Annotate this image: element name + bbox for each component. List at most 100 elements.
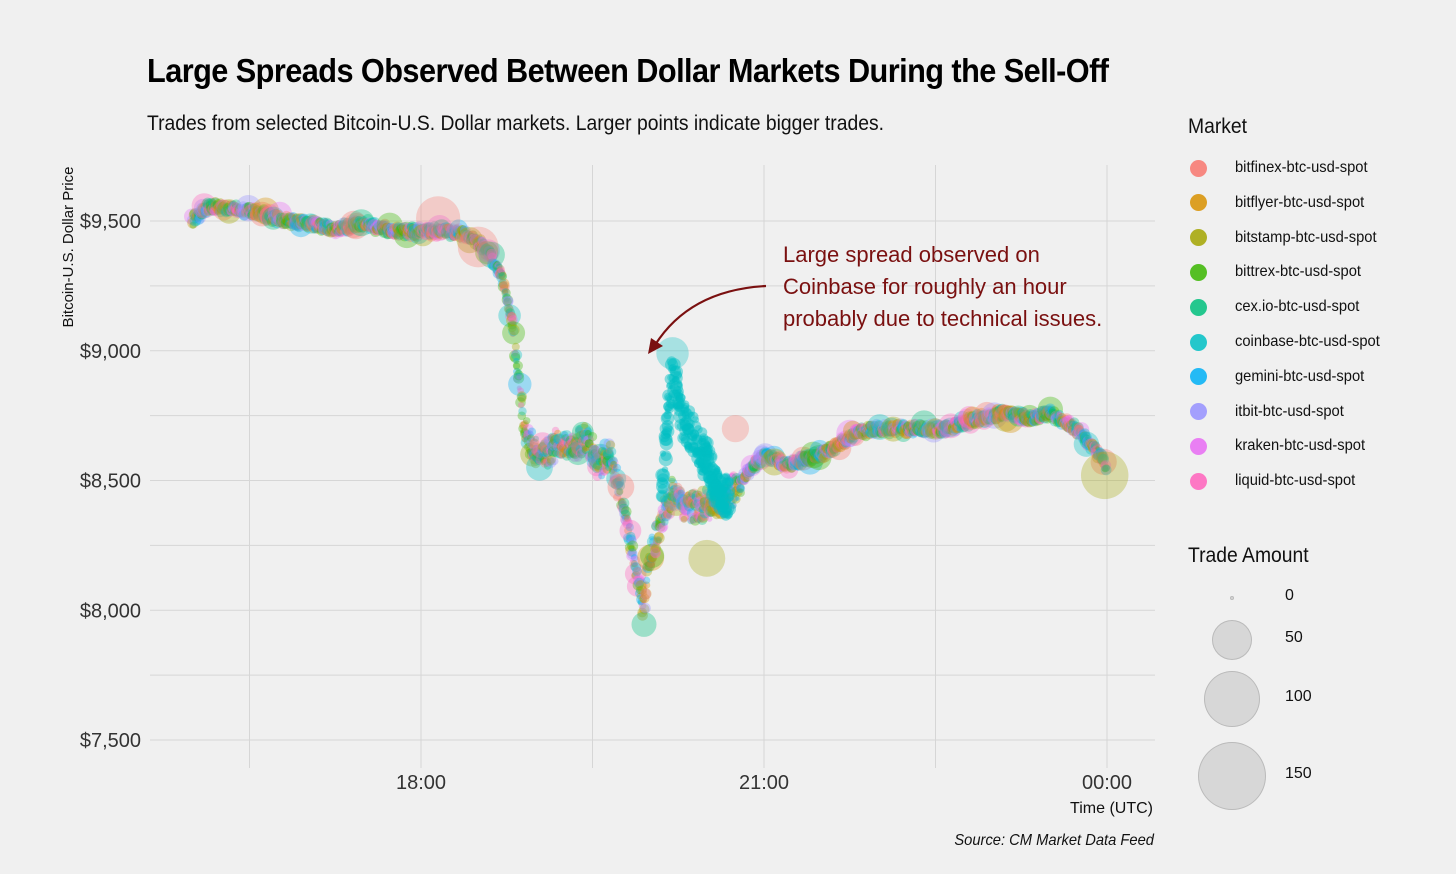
trade-point <box>540 457 548 466</box>
trade-point <box>531 452 541 462</box>
trade-point <box>284 213 295 223</box>
trade-point <box>420 229 432 241</box>
trade-point <box>601 462 609 469</box>
trade-point <box>329 225 339 234</box>
trade-point <box>677 493 688 504</box>
trade-point <box>626 522 632 529</box>
trade-point <box>352 219 362 228</box>
trade-point <box>517 387 525 395</box>
trade-point <box>431 230 443 242</box>
trade-point <box>409 230 421 242</box>
trade-point <box>640 588 652 600</box>
trade-point <box>378 223 390 234</box>
trade-point <box>411 230 419 239</box>
trade-point <box>339 222 346 229</box>
trade-point <box>296 216 308 228</box>
trade-point <box>702 484 714 496</box>
trade-point <box>359 218 367 225</box>
trade-point <box>228 201 236 209</box>
market-legend-title: Market <box>1188 115 1248 138</box>
trade-point <box>520 437 532 449</box>
trade-point <box>483 251 491 259</box>
trade-point <box>425 222 436 232</box>
trade-point <box>614 476 625 487</box>
trade-point <box>335 220 344 230</box>
trade-point <box>367 221 376 230</box>
trade-point <box>226 202 238 214</box>
chart-title: Large Spreads Observed Between Dollar Ma… <box>147 52 1109 89</box>
trade-point <box>205 203 216 214</box>
trade-point <box>546 454 557 464</box>
trade-point <box>598 446 607 456</box>
trade-point <box>663 493 675 505</box>
trade-point <box>275 217 284 225</box>
trade-point <box>316 221 323 228</box>
trade-point <box>620 509 631 520</box>
trade-point <box>605 440 616 450</box>
trade-point <box>736 484 746 494</box>
trade-point <box>590 453 601 463</box>
trade-point <box>513 372 525 384</box>
trade-point <box>676 489 682 495</box>
trade-point <box>311 216 323 228</box>
trade-point <box>502 321 526 345</box>
trade-point <box>693 513 703 523</box>
trade-point <box>227 200 235 208</box>
trade-point <box>559 436 570 448</box>
trade-point <box>402 225 409 233</box>
trade-point <box>304 220 311 226</box>
trade-point <box>544 435 555 447</box>
x-tick-label: 00:00 <box>1082 772 1132 794</box>
trade-point <box>490 261 497 268</box>
trade-point <box>294 218 305 229</box>
trade-point <box>376 226 386 236</box>
trade-point <box>682 489 702 509</box>
trade-point <box>428 225 440 237</box>
trade-point <box>667 493 675 502</box>
coinbase-spread-point <box>699 433 709 443</box>
legend-swatch <box>1190 472 1207 490</box>
trade-point <box>568 446 580 458</box>
trade-point <box>432 225 443 236</box>
legend-label: gemini-btc-usd-spot <box>1235 367 1365 385</box>
trade-point <box>367 217 377 227</box>
trade-point <box>277 214 288 225</box>
large-trade-point <box>1080 451 1129 500</box>
trade-point <box>685 491 691 498</box>
trade-point <box>286 219 295 227</box>
trade-point <box>398 224 411 236</box>
trade-point <box>549 440 560 452</box>
trade-point <box>449 228 458 237</box>
trade-point <box>313 216 323 226</box>
trade-point <box>213 199 234 221</box>
trade-point <box>382 224 390 232</box>
trade-point <box>271 215 283 226</box>
trade-point <box>655 537 662 545</box>
trade-point <box>306 221 314 229</box>
trade-point <box>367 217 379 228</box>
trade-point <box>339 217 350 227</box>
trade-point <box>676 502 685 511</box>
trade-point <box>294 222 302 230</box>
trade-point <box>660 498 668 506</box>
trade-point <box>262 209 272 219</box>
trade-point <box>279 214 291 226</box>
trade-point <box>235 205 243 212</box>
trade-point <box>560 446 566 452</box>
trade-point <box>538 441 550 453</box>
trade-point <box>326 223 335 232</box>
trade-point <box>415 227 426 238</box>
trade-point <box>254 210 266 222</box>
trade-point <box>580 429 592 441</box>
trade-point <box>383 223 395 235</box>
trade-point <box>335 227 346 238</box>
trade-point <box>495 263 504 273</box>
trade-point <box>608 464 617 473</box>
trade-point <box>205 206 214 215</box>
trade-point <box>236 203 247 215</box>
trade-point <box>195 213 203 222</box>
trade-point <box>580 428 591 439</box>
trade-point <box>663 505 670 511</box>
trade-point <box>345 220 355 229</box>
trade-point <box>508 324 520 336</box>
